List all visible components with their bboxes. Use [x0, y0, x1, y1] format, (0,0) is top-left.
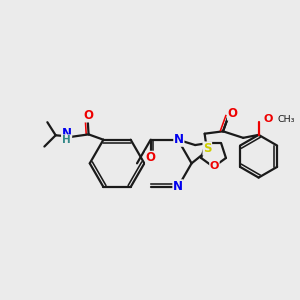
Text: N: N — [61, 127, 72, 140]
Text: CH₃: CH₃ — [277, 115, 295, 124]
Text: H: H — [62, 135, 71, 145]
Text: O: O — [263, 115, 273, 124]
Text: N: N — [174, 133, 184, 146]
Text: O: O — [227, 107, 238, 120]
Text: O: O — [146, 151, 156, 164]
Text: N: N — [173, 180, 183, 193]
Text: S: S — [203, 142, 212, 155]
Text: O: O — [210, 160, 219, 170]
Text: O: O — [83, 109, 93, 122]
